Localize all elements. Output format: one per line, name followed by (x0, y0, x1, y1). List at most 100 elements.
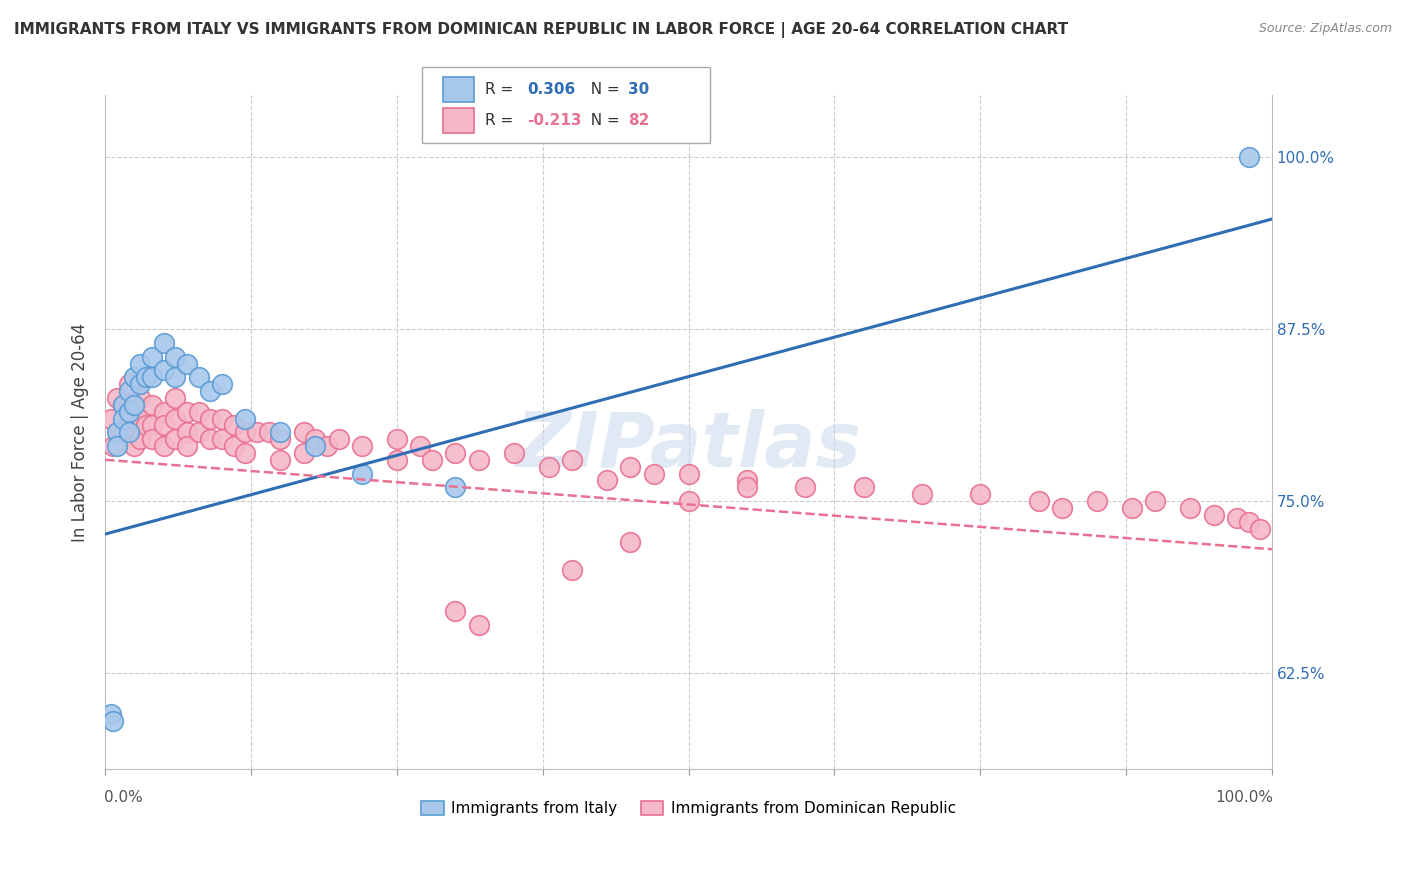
Text: 30: 30 (628, 82, 650, 97)
Point (117, 377, 139, 392)
Point (911, 487, 934, 501)
Point (328, 432, 350, 446)
Point (385, 452, 408, 467)
Point (141, 432, 163, 446)
Point (124, 425, 146, 440)
Point (643, 467, 665, 481)
Text: N =: N = (581, 112, 624, 128)
Point (117, 384, 139, 398)
Point (678, 494, 700, 508)
Point (969, 487, 991, 501)
Point (269, 432, 291, 446)
Point (794, 480, 817, 494)
Point (152, 439, 174, 453)
Point (100, 411, 122, 425)
Point (165, 350, 187, 364)
Point (117, 425, 139, 440)
Point (852, 480, 875, 494)
Point (385, 432, 408, 446)
Point (111, 398, 134, 412)
Point (561, 452, 583, 467)
Text: 100.0%: 100.0% (1215, 790, 1272, 805)
Point (269, 452, 291, 467)
Point (257, 425, 280, 440)
Point (165, 432, 187, 446)
Point (117, 398, 139, 412)
Point (141, 418, 163, 433)
Point (1202, 508, 1225, 522)
Point (1249, 522, 1271, 536)
Point (176, 405, 198, 419)
Point (292, 425, 315, 440)
Point (502, 446, 524, 460)
Text: 0.0%: 0.0% (104, 790, 143, 805)
Point (129, 391, 152, 405)
Point (111, 425, 134, 440)
Text: ZIPatlas: ZIPatlas (516, 409, 862, 483)
Text: -0.213: -0.213 (527, 112, 582, 128)
Text: R =: R = (485, 82, 519, 97)
Point (200, 432, 222, 446)
Point (211, 411, 233, 425)
Text: R =: R = (485, 112, 519, 128)
Text: 82: 82 (628, 112, 650, 128)
Point (233, 425, 256, 440)
Point (103, 439, 125, 453)
Point (222, 439, 245, 453)
Point (619, 459, 641, 474)
Point (537, 459, 560, 474)
Point (619, 535, 641, 549)
Point (444, 446, 467, 460)
Point (176, 357, 198, 371)
Point (467, 452, 489, 467)
Point (1028, 494, 1050, 508)
Point (1085, 494, 1108, 508)
Point (124, 439, 146, 453)
Text: N =: N = (581, 82, 624, 97)
Point (200, 411, 222, 425)
Point (1144, 494, 1167, 508)
Point (187, 425, 209, 440)
Point (117, 418, 139, 433)
Point (129, 377, 152, 392)
Point (292, 446, 315, 460)
Point (124, 370, 146, 384)
Point (444, 480, 467, 494)
Point (315, 439, 337, 453)
Point (129, 357, 152, 371)
Point (165, 391, 187, 405)
Point (246, 425, 269, 440)
Point (152, 363, 174, 377)
Point (409, 439, 432, 453)
Point (108, 425, 131, 440)
Point (105, 439, 128, 453)
Point (176, 425, 198, 440)
Point (735, 474, 758, 488)
Point (135, 418, 157, 433)
Y-axis label: In Labor Force | Age 20-64: In Labor Force | Age 20-64 (72, 323, 89, 541)
Point (304, 439, 326, 453)
Point (105, 425, 128, 440)
Point (117, 405, 139, 419)
Point (233, 446, 256, 460)
Point (269, 425, 291, 440)
Point (176, 439, 198, 453)
Point (678, 467, 700, 481)
Point (152, 405, 174, 419)
Point (1121, 500, 1143, 515)
Point (111, 398, 134, 412)
Point (233, 411, 256, 425)
Point (124, 398, 146, 412)
Point (187, 405, 209, 419)
Point (1237, 150, 1260, 164)
Point (141, 370, 163, 384)
Point (1180, 500, 1202, 515)
Point (1226, 510, 1249, 524)
Point (1237, 515, 1260, 529)
Point (111, 411, 134, 425)
Point (129, 411, 152, 425)
Point (467, 618, 489, 632)
Point (1050, 500, 1073, 515)
Point (222, 418, 245, 433)
Point (350, 467, 373, 481)
